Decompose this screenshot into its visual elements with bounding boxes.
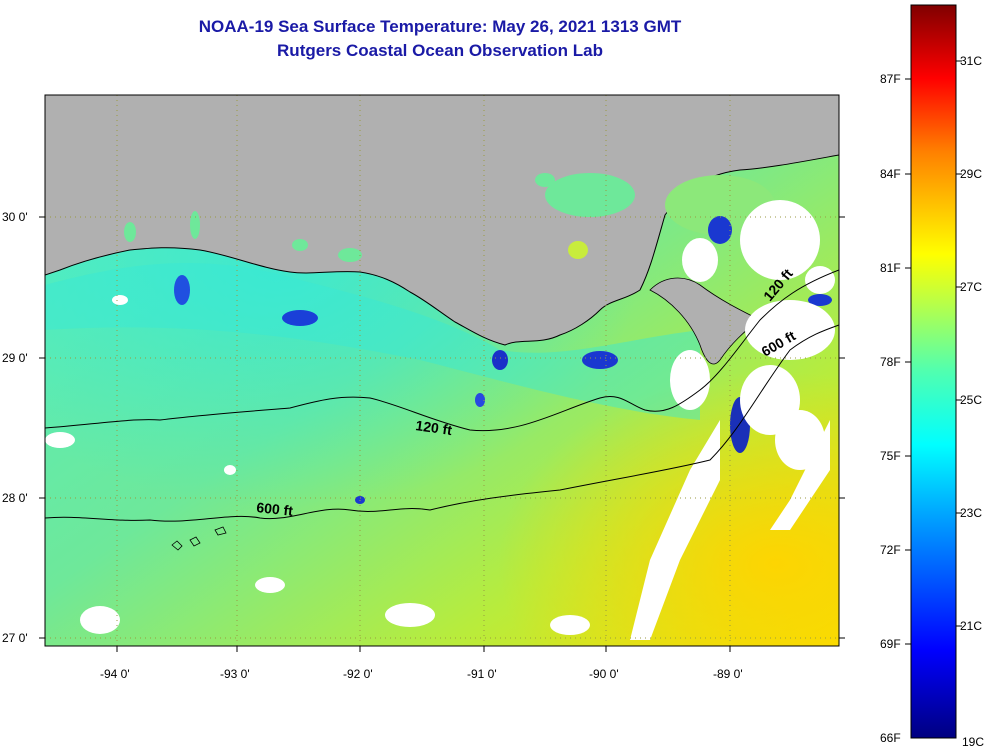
contour-label-600ft: 600 ft [256, 499, 294, 519]
lon-label: -93 0' [220, 667, 250, 681]
lon-label: -90 0' [589, 667, 619, 681]
coastal-cool-band [45, 263, 700, 420]
colorbar-c-label: 29C [960, 167, 982, 181]
inland-lake [568, 241, 588, 259]
graticule [45, 95, 839, 646]
colorbar-f-label: 81F [880, 261, 901, 275]
lon-label: -89 0' [713, 667, 743, 681]
colorbar-c-label: 19C [962, 735, 984, 749]
lat-label: 30 0' [2, 210, 28, 224]
inland-lake [292, 239, 308, 251]
lon-label: -91 0' [467, 667, 497, 681]
chart-title: NOAA-19 Sea Surface Temperature: May 26,… [198, 17, 682, 36]
inland-lake [535, 173, 555, 187]
land-area [45, 95, 839, 345]
lat-label: 27 0' [2, 631, 28, 645]
axis-ticks [39, 216, 845, 652]
colorbar-c-label: 27C [960, 280, 982, 294]
inland-lake [190, 211, 200, 239]
colorbar-c-label: 25C [960, 393, 982, 407]
colorbar-f-label: 84F [880, 167, 901, 181]
isobath-600ft-islands [171, 526, 227, 551]
colorbar-f-label: 87F [880, 72, 901, 86]
lat-label: 28 0' [2, 491, 28, 505]
mississippi-delta [649, 277, 761, 365]
chart-subtitle: Rutgers Coastal Ocean Observation Lab [277, 41, 603, 60]
inland-lake [124, 222, 136, 242]
colorbar-f-label: 72F [880, 543, 901, 557]
lon-label: -94 0' [100, 667, 130, 681]
colorbar-f-label: 66F [880, 731, 901, 745]
isobath-600ft [45, 324, 839, 522]
colorbar-c-label: 23C [960, 506, 982, 520]
colorbar-gradient [910, 4, 957, 739]
colorbar-ticks [905, 60, 962, 645]
lat-label: 29 0' [2, 351, 28, 365]
isobath-120ft [45, 269, 839, 432]
lon-label: -92 0' [343, 667, 373, 681]
inland-lake [545, 173, 635, 217]
colorbar-f-label: 75F [880, 449, 901, 463]
contour-label-120ft: 120 ft [415, 417, 454, 438]
inland-lake [338, 248, 362, 262]
coastline [45, 154, 839, 346]
map-frame [44, 94, 840, 647]
colorbar-f-label: 69F [880, 637, 901, 651]
colorbar-f-label: 78F [880, 355, 901, 369]
map-body [45, 95, 839, 646]
colorbar-c-label: 21C [960, 619, 982, 633]
cloud-mask [45, 200, 835, 640]
colorbar-c-label: 31C [960, 54, 982, 68]
